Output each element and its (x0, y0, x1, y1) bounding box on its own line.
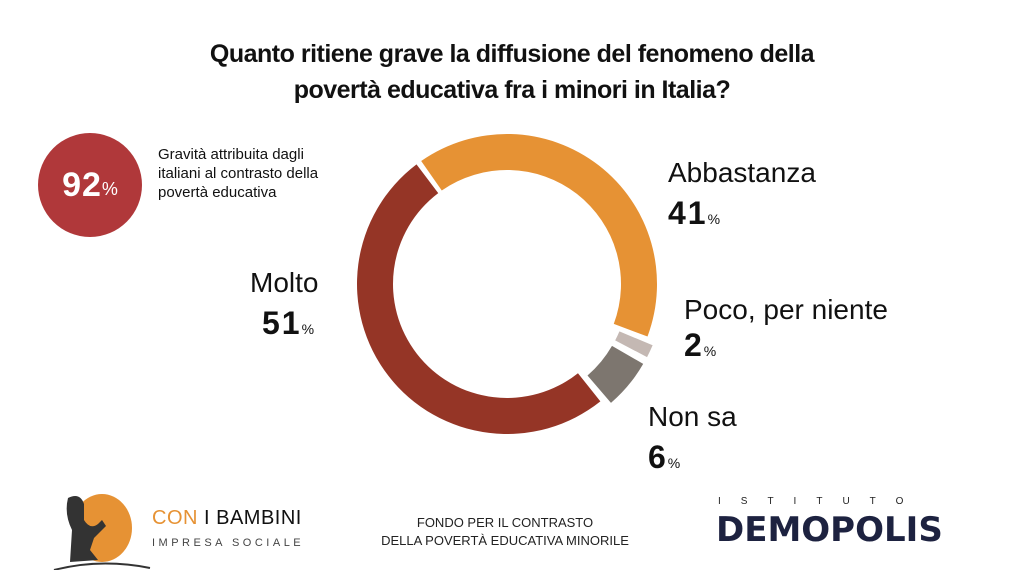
donut-slice-abbastanza (421, 134, 658, 337)
footer-line: FONDO PER IL CONTRASTO (416, 515, 594, 530)
demopolis-logo: DEMOPOLIS (716, 510, 943, 550)
donut-slice-poco-per-niente (615, 331, 653, 358)
label-molto: Molto (250, 267, 319, 298)
value-molto: 51% (262, 305, 315, 341)
con-i-bambini-logo (53, 494, 151, 570)
donut-slice-non-sa (587, 345, 644, 403)
label-poco: Poco, per niente (684, 294, 888, 325)
title-line-1: Quanto ritiene grave la diffusione del f… (209, 40, 815, 68)
footer-line: DELLA POVERTÀ EDUCATIVA MINORILE (381, 533, 629, 548)
badge-unit: % (101, 179, 118, 199)
title-line-2: povertà educativa fra i minori in Italia… (293, 76, 731, 104)
badge-desc-line: italiani al contrasto della (158, 165, 319, 182)
badge-value: 92 (62, 166, 102, 204)
gravity-badge: 92% (38, 133, 142, 237)
con-i-bambini-subtitle: IMPRESA SOCIALE (152, 537, 305, 549)
chart-title: Quanto ritiene grave la diffusione del f… (0, 36, 1024, 108)
value-poco: 2% (684, 327, 717, 363)
badge-desc-line: Gravità attribuita dagli (158, 146, 304, 163)
value-non-sa: 6% (648, 439, 681, 475)
value-abbastanza: 41% (668, 195, 721, 231)
label-non-sa: Non sa (648, 401, 737, 432)
badge-desc-line: povertà educativa (158, 184, 277, 201)
footer-fund-text: FONDO PER IL CONTRASTO DELLA POVERTÀ EDU… (340, 514, 670, 550)
label-abbastanza: Abbastanza (668, 157, 816, 188)
badge-description: Gravità attribuita dagli italiani al con… (158, 145, 378, 202)
con-i-bambini-name: CON I BAMBINI (152, 507, 302, 529)
donut-slice-molto (357, 164, 601, 434)
demopolis-top: ISTITUTO (718, 496, 924, 507)
